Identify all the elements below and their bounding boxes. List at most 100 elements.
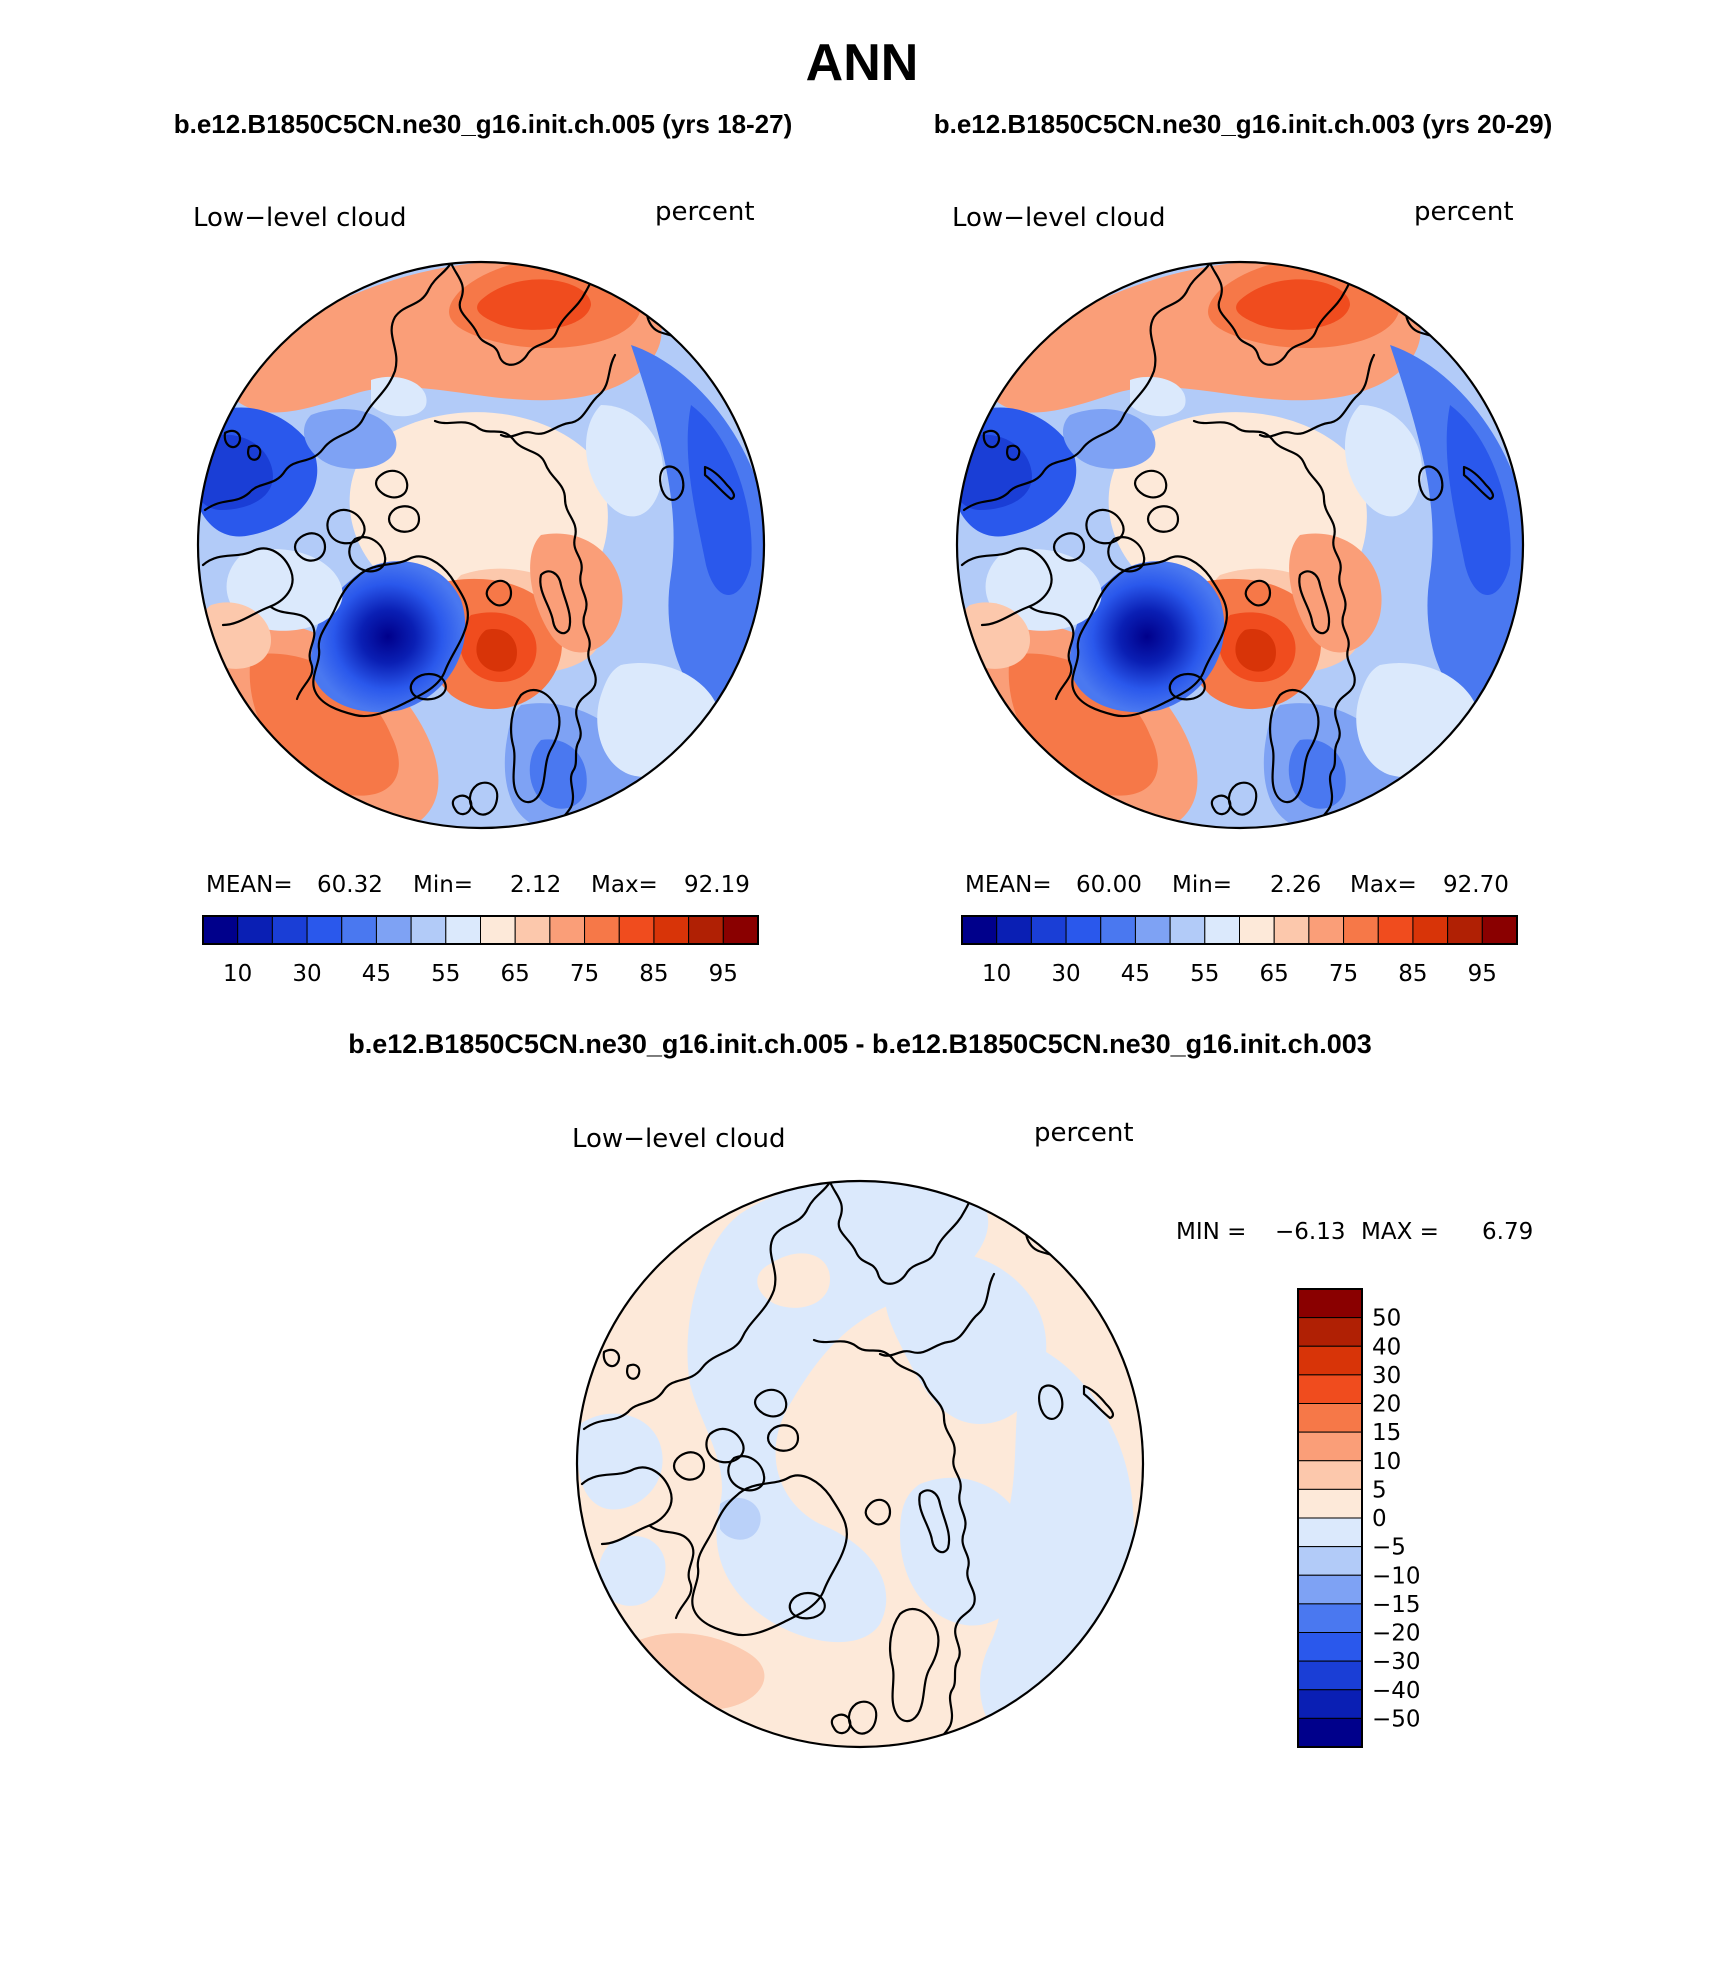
left-min-label: Min= [413, 872, 473, 898]
diff-max-value: 6.79 [1482, 1219, 1533, 1245]
diff-polar-map [575, 1179, 1145, 1749]
left-colorbar-swatch [584, 915, 620, 945]
diff-colorbar-swatch [1297, 1574, 1363, 1605]
diff-colorbar-tick-label: −10 [1372, 1563, 1421, 1589]
diff-colorbar-tick-label: −5 [1372, 1535, 1406, 1561]
right-mean-value: 60.00 [1076, 872, 1142, 898]
right-min-value: 2.26 [1270, 872, 1321, 898]
left-colorbar-swatch [549, 915, 586, 945]
right-colorbar-tick-label: 55 [1190, 961, 1219, 987]
right-colorbar-swatch [1204, 915, 1240, 945]
left-colorbar-swatch [618, 915, 655, 945]
right-colorbar: 10 30 45 55 65 75 85 95 [961, 915, 1518, 987]
left-min-value: 2.12 [510, 872, 561, 898]
left-colorbar-swatch [688, 915, 724, 945]
left-colorbar-tick-label: 95 [709, 961, 738, 987]
diff-colorbar-swatch [1297, 1689, 1363, 1719]
right-colorbar-swatch [1412, 915, 1449, 945]
right-colorbar-swatch [1481, 915, 1518, 945]
right-min-label: Min= [1172, 872, 1232, 898]
right-colorbar-tick-label: 65 [1260, 961, 1289, 987]
right-colorbar-tick-label: 95 [1468, 961, 1497, 987]
right-stats: MEAN= 60.00 Min= 2.26 Max= 92.70 [965, 872, 1509, 898]
right-colorbar-swatch [996, 915, 1032, 945]
left-colorbar-tick-label: 30 [292, 961, 321, 987]
left-max-value: 92.19 [684, 872, 750, 898]
diff-colorbar-tick-label: 10 [1372, 1449, 1401, 1475]
right-colorbar-tick-label: 30 [1051, 961, 1080, 987]
left-polar-map [196, 260, 766, 830]
diff-colorbar-swatch [1297, 1488, 1363, 1519]
left-colorbar-tick-label: 45 [362, 961, 391, 987]
right-colorbar-swatch [1030, 915, 1067, 945]
diff-colorbar-tick-label: 30 [1372, 1363, 1401, 1389]
left-colorbar-tick-label: 75 [570, 961, 599, 987]
left-colorbar-swatch [410, 915, 447, 945]
diff-colorbar-tick-label: 15 [1372, 1420, 1401, 1446]
right-variable-label: Low−level cloud [952, 203, 1165, 233]
case-a-title: b.e12.B1850C5CN.ne30_g16.init.ch.005 (yr… [174, 109, 793, 139]
left-colorbar-swatch [445, 915, 481, 945]
right-units-label: percent [1414, 197, 1514, 227]
right-colorbar-swatch [1308, 915, 1345, 945]
diff-colorbar-tick-label: −50 [1372, 1706, 1421, 1732]
left-colorbar-tick-label: 55 [431, 961, 460, 987]
diff-colorbar-swatch [1297, 1717, 1363, 1748]
diff-colorbar-frame [1297, 1288, 1363, 1748]
right-colorbar-tick-label: 10 [982, 961, 1011, 987]
diff-colorbar-swatch [1297, 1632, 1363, 1662]
left-colorbar-swatch [653, 915, 690, 945]
diff-colorbar-swatch [1297, 1660, 1363, 1691]
right-mean-label: MEAN= [965, 872, 1052, 898]
diff-colorbar-swatch [1297, 1374, 1363, 1404]
right-colorbar-swatch [1343, 915, 1379, 945]
left-colorbar-swatch [480, 915, 516, 945]
diff-colorbar-tick-label: −15 [1372, 1592, 1421, 1618]
right-colorbar-tick-label: 75 [1329, 961, 1358, 987]
right-colorbar-tick-label: 45 [1121, 961, 1150, 987]
left-colorbar: 10 30 45 55 65 75 85 95 [202, 915, 759, 987]
right-colorbar-swatch [1100, 915, 1136, 945]
left-colorbar-swatch [375, 915, 412, 945]
figure-title: ANN [806, 34, 919, 92]
diff-units-label: percent [1034, 1118, 1134, 1148]
right-max-value: 92.70 [1443, 872, 1509, 898]
diff-colorbar-swatch [1297, 1517, 1363, 1548]
right-colorbar-swatch [961, 915, 998, 945]
right-colorbar-swatch [1169, 915, 1206, 945]
diff-colorbar-swatch [1297, 1603, 1363, 1633]
right-colorbar-swatch [1065, 915, 1102, 945]
right-colorbar-swatch [1239, 915, 1275, 945]
diff-colorbar-tick-label: 40 [1372, 1334, 1401, 1360]
left-colorbar-tick-label: 65 [501, 961, 530, 987]
diff-colorbar-tick-label: 50 [1372, 1306, 1401, 1332]
diff-colorbar-swatch [1297, 1345, 1363, 1376]
diff-colorbar-swatch [1297, 1431, 1363, 1462]
diff-colorbar-swatch [1297, 1317, 1363, 1347]
left-stats: MEAN= 60.32 Min= 2.12 Max= 92.19 [206, 872, 750, 898]
case-b-title: b.e12.B1850C5CN.ne30_g16.init.ch.003 (yr… [934, 109, 1553, 139]
diff-min-value: −6.13 [1275, 1219, 1345, 1245]
left-max-label: Max= [591, 872, 658, 898]
right-colorbar-tick-label: 85 [1398, 961, 1427, 987]
left-colorbar-swatch [271, 915, 308, 945]
right-colorbar-swatch [1134, 915, 1171, 945]
diff-max-label: MAX = [1361, 1219, 1439, 1245]
right-colorbar-swatch [1273, 915, 1310, 945]
left-colorbar-swatch [202, 915, 239, 945]
diff-minmax: MIN = −6.13 MAX = 6.79 [1176, 1219, 1533, 1245]
right-colorbar-swatch [1377, 915, 1414, 945]
right-colorbar-swatch [1447, 915, 1483, 945]
left-colorbar-swatch [722, 915, 759, 945]
right-colorbar-frame [961, 915, 1518, 945]
left-colorbar-tick-label: 10 [223, 961, 252, 987]
left-mean-value: 60.32 [317, 872, 383, 898]
left-colorbar-swatch [514, 915, 551, 945]
diff-colorbar-swatch [1297, 1403, 1363, 1433]
diff-title: b.e12.B1850C5CN.ne30_g16.init.ch.005 - b… [348, 1029, 1372, 1059]
diff-colorbar-tick-label: 0 [1372, 1506, 1387, 1532]
diff-colorbar-swatch [1297, 1460, 1363, 1490]
left-colorbar-tick-label: 85 [639, 961, 668, 987]
